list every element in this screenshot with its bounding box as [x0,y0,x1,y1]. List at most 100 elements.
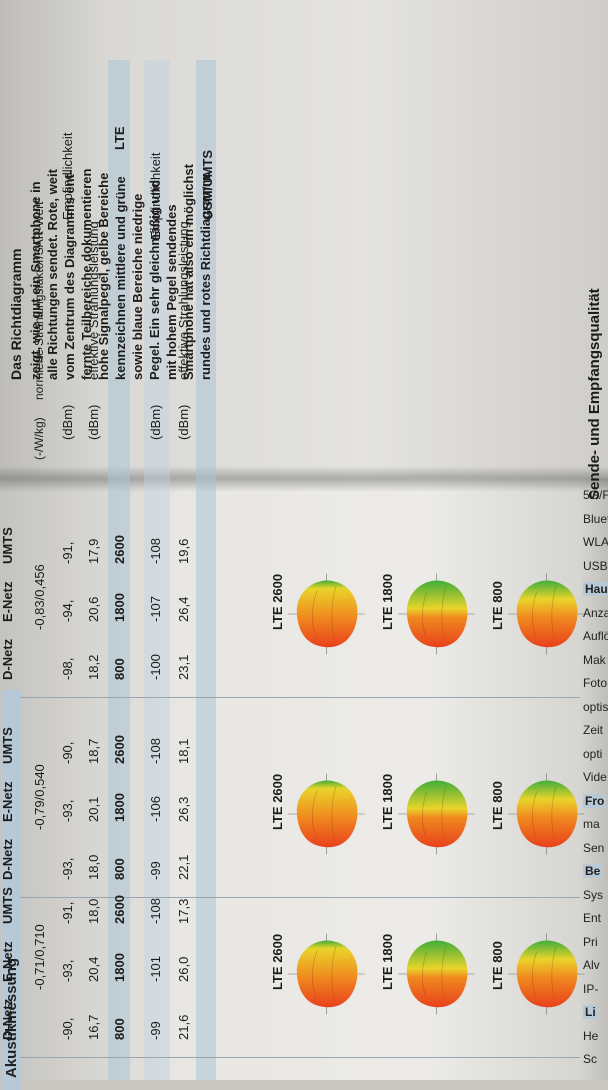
gsm_head-value: UMTS [0,527,15,564]
gsm_head-value: D-Netz [0,638,15,680]
lte_sens-value: -90, [60,741,75,764]
gsm_sens-value: -108 [148,737,163,764]
gsm_power-value: 18,1 [176,738,191,764]
radiation-diagram [288,773,365,855]
lte_head-value: 1800 [112,793,127,822]
gsm_sens-value: -99 [148,1021,163,1040]
info-line: alle Richtungen sendet. Rote, weit [45,169,60,380]
adjacent-page-item: WLA [583,535,608,549]
adjacent-page-item: Anza [583,605,608,620]
adjacent-page-item: Zeit [583,723,604,737]
adjacent-page-item: Bluet [583,511,608,526]
lte_head-value: 1800 [112,593,127,622]
gsm_power-value: 26,3 [176,796,191,822]
diagram-label: LTE 2600 [270,933,285,990]
info-heading: Das Richtdiagramm [8,248,24,380]
adjacent-page-item: ma [583,817,600,831]
adjacent-page-item: Ent [583,911,602,925]
gsm_power-value: 17,3 [176,898,191,924]
diagram-label: LTE 2600 [270,773,285,830]
radiation-diagram [508,773,585,855]
radiation-diagram [398,773,475,855]
radiation-diagram [508,933,585,1015]
lte-sens-unit: (dBm) [60,404,75,440]
diagram-label: LTE 800 [490,941,505,990]
lte_power-value: 18,2 [86,654,101,680]
lte-power-unit: (dBm) [86,404,101,440]
lte_sens-value: -93, [60,959,75,982]
adjacent-page-item: He [583,1028,599,1043]
lte_head-value: 2600 [112,735,127,764]
gsm_sens-value: -108 [148,537,163,564]
lte-power-label: effektive Strahlungsleistung [86,221,101,380]
info-line: kennzeichnen mittlere und grüne [113,176,128,380]
lte_sens-value: -94, [60,599,75,622]
lte_power-value: 20,6 [86,596,101,622]
adjacent-page-item: opti [583,746,603,761]
lte_power-value: 20,1 [86,796,101,822]
gsm_sens-value: -100 [148,653,163,680]
gsm_sens-value: -101 [148,955,163,982]
adjacent-page-item: Li [583,1005,598,1019]
gsm_sens-value: -107 [148,595,163,622]
gsm-power-unit: (dBm) [176,404,191,440]
lte-sens-label: Empfindlichkeit [60,132,75,220]
radiation-diagram [398,573,475,655]
lte_head-value: 800 [112,658,127,680]
lte_head-value: 800 [112,1018,127,1040]
diagram-label: LTE 800 [490,781,505,830]
sar-unit: (-/W/kg) [32,417,46,460]
gsm_power-value: 26,0 [176,956,191,982]
lte_head-value: 2600 [112,895,127,924]
diagram-label: LTE 800 [490,581,505,630]
gsm_head-value: E-Netz [0,941,15,982]
gsm_head-value: D-Netz [0,838,15,880]
diagram-label: LTE 2600 [270,573,285,630]
diagram-label: LTE 1800 [380,773,395,830]
sar-value: -0,83/0,456 [32,564,47,630]
lte_sens-value: -93, [60,799,75,822]
lte_power-value: 20,4 [86,956,101,982]
adjacent-page-item: Sc [583,1052,598,1066]
lte_sens-value: -98, [60,657,75,680]
radiation-diagram [508,573,585,655]
adjacent-page-item: IP- [583,981,599,996]
lte_sens-value: -93, [60,857,75,880]
phone-divider [20,1057,580,1058]
gsm_sens-value: -99 [148,861,163,880]
gsm-section-label: GSM/UMTS [200,149,215,220]
gsm-power-label: effektive Strahlungsleistung [176,221,191,380]
gsm_power-value: 21,6 [176,1014,191,1040]
sar-value: -0,79/0,540 [32,764,47,830]
gsm_head-value: E-Netz [0,781,15,822]
lte_sens-value: -91, [60,901,75,924]
gsm_power-value: 26,4 [176,596,191,622]
adjacent-page-item: 5G/F [583,488,608,502]
adjacent-page-item: Vide [583,770,607,784]
adjacent-page-item: Fro [583,793,607,808]
adjacent-page-item: Alv [583,958,600,972]
radiation-diagram [288,573,365,655]
adjacent-page-item: USB- [583,558,608,573]
gsm_power-value: 19,6 [176,538,191,564]
lte_head-value: 1800 [112,953,127,982]
adjacent-page-item: Pri [583,934,598,949]
adjacent-page-item: optis [583,699,608,714]
lte_power-value: 18,7 [86,738,101,764]
gsm_head-value: E-Netz [0,581,15,622]
adjacent-page-item: Be [583,864,603,878]
lte_power-value: 18,0 [86,854,101,880]
diagram-label: LTE 1800 [380,573,395,630]
lte_head-value: 2600 [112,535,127,564]
phone-divider [20,897,580,898]
gsm-sens-label: Empfindlichkeit [148,152,163,240]
adjacent-page-item: Auflös [583,629,608,643]
sar-value: -0,71/0,710 [32,924,47,990]
lte_power-value: 18,0 [86,898,101,924]
gsm_power-value: 23,1 [176,654,191,680]
gsm_sens-value: -106 [148,795,163,822]
lte_head-value: 800 [112,858,127,880]
gsm_head-value: UMTS [0,727,15,764]
adjacent-page-item: Sen [583,840,605,855]
